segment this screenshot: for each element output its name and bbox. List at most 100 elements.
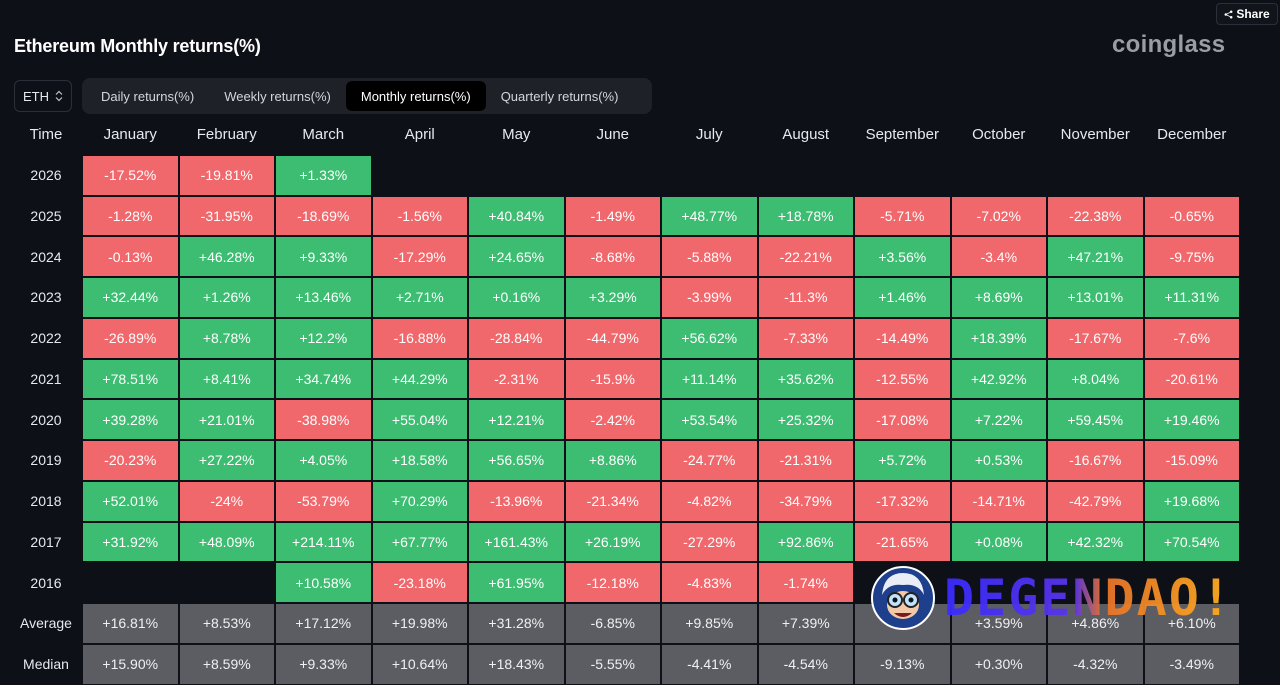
return-cell: +52.01% [83, 481, 178, 521]
asset-select[interactable]: ETH [14, 80, 72, 112]
return-cell: +92.86% [758, 522, 853, 562]
summary-cell: +8.53% [179, 604, 274, 643]
row-label-median: Median [23, 656, 69, 673]
tab-monthly-returns[interactable]: Monthly returns(%) [345, 81, 486, 111]
return-cell: +55.04% [372, 400, 467, 439]
return-cell: -26.89% [83, 318, 178, 358]
return-cell [180, 563, 275, 602]
return-cell: +8.86% [565, 441, 660, 480]
column-header-january: January [103, 125, 157, 143]
return-cell: +19.46% [1144, 400, 1239, 439]
row-label-2025: 2025 [30, 207, 62, 224]
return-cell: -16.67% [1048, 441, 1143, 480]
return-cell: +70.54% [1144, 522, 1239, 562]
summary-cell: +15.90% [83, 644, 178, 684]
summary-cell: -6.85% [565, 604, 660, 643]
chevron-up-down-icon [55, 90, 63, 102]
return-cell [373, 156, 468, 195]
return-cell: +56.62% [662, 318, 757, 358]
return-cell [83, 563, 178, 602]
return-cell: -24% [179, 481, 274, 521]
tab-quarterly-returns[interactable]: Quarterly returns(%) [500, 88, 619, 104]
return-cell: -7.6% [1144, 318, 1239, 358]
return-cell: -16.88% [372, 318, 467, 358]
return-cell: -18.69% [276, 196, 371, 236]
return-cell: +18.58% [372, 441, 467, 480]
asset-select-value: ETH [23, 88, 49, 104]
return-cell: +8.78% [179, 318, 274, 358]
summary-cell: -4.32% [1048, 644, 1143, 684]
summary-cell: -4.54% [758, 644, 853, 684]
return-cell: -1.49% [565, 196, 660, 236]
return-cell: +11.14% [662, 359, 757, 399]
return-cell: +3.29% [565, 278, 660, 317]
return-cell: +59.45% [1048, 400, 1143, 439]
return-cell: -17.67% [1048, 318, 1143, 358]
return-cell: +11.31% [1144, 278, 1239, 317]
return-cell: -13.96% [469, 481, 564, 521]
row-label-2024: 2024 [30, 248, 62, 265]
row-label-2026: 2026 [30, 167, 62, 184]
return-cell: +47.21% [1048, 237, 1143, 276]
returns-table: Time January February March April May June July… [0, 115, 1240, 684]
mascot-avatar-icon [871, 566, 935, 630]
tab-weekly-returns[interactable]: Weekly returns(%) [224, 88, 331, 104]
summary-cell: +4.86% [1048, 604, 1143, 643]
return-cell: +70.29% [372, 481, 467, 521]
return-cell: +19.68% [1144, 481, 1239, 521]
return-cell: -1.28% [83, 196, 178, 236]
return-cell: -1.56% [372, 196, 467, 236]
return-cell: -5.88% [662, 237, 757, 276]
return-cell: +78.51% [83, 359, 178, 399]
return-cell: -14.71% [951, 481, 1046, 521]
return-cell: -5.71% [855, 196, 950, 236]
return-cell: -21.34% [565, 481, 660, 521]
return-cell: +34.74% [276, 359, 371, 399]
tab-daily-returns[interactable]: Daily returns(%) [101, 88, 195, 104]
return-cell: -2.42% [565, 400, 660, 439]
return-cell: -20.23% [83, 441, 178, 480]
summary-cell: +17.12% [276, 604, 371, 643]
watermark-text: DEGENDAO! [944, 569, 1233, 627]
return-cell: -17.29% [372, 237, 467, 276]
column-header-july: July [695, 125, 723, 143]
return-cell: +1.33% [276, 155, 371, 195]
share-label: Share [1236, 7, 1270, 21]
return-cell: -3.99% [662, 278, 757, 317]
column-header-june: June [596, 125, 630, 143]
return-cell: +18.39% [951, 318, 1046, 358]
return-cell: +12.21% [469, 400, 564, 439]
summary-cell: -4.41% [662, 644, 757, 684]
return-cell: -15.09% [1144, 441, 1239, 480]
return-cell: +13.01% [1048, 278, 1143, 317]
column-header-march: March [302, 125, 345, 143]
return-cell [1145, 156, 1240, 195]
share-button[interactable]: Share [1216, 3, 1278, 25]
column-header-august: August [782, 125, 830, 143]
return-cell: -12.18% [565, 563, 660, 602]
summary-cell: +19.98% [372, 604, 467, 643]
summary-cell: +9.33% [276, 644, 371, 684]
return-cell [566, 156, 661, 195]
share-icon [1224, 10, 1233, 18]
return-cell: +1.46% [855, 278, 950, 317]
return-cell: -27.29% [662, 522, 757, 562]
page-title: Ethereum Monthly returns(%) [14, 36, 261, 56]
return-cell [759, 156, 854, 195]
row-label-2022: 2022 [30, 330, 62, 347]
summary-cell: +3.59% [951, 604, 1046, 643]
summary-cell: +0.30% [951, 644, 1046, 684]
return-cell: +39.28% [83, 400, 178, 439]
return-cell [855, 156, 950, 195]
return-cell: +32.44% [83, 278, 178, 317]
return-cell: -44.79% [565, 318, 660, 358]
return-cell: -8.68% [565, 237, 660, 276]
return-cell: +8.69% [951, 278, 1046, 317]
summary-cell: +18.43% [469, 644, 564, 684]
return-cell: +27.22% [179, 441, 274, 480]
return-cell: -4.82% [662, 481, 757, 521]
return-cell: +40.84% [469, 196, 564, 236]
return-cell: -2.31% [469, 359, 564, 399]
returns-period-tabs: Daily returns(%) Weekly returns(%) Monthly… [82, 78, 652, 114]
return-cell: +24.65% [469, 237, 564, 276]
